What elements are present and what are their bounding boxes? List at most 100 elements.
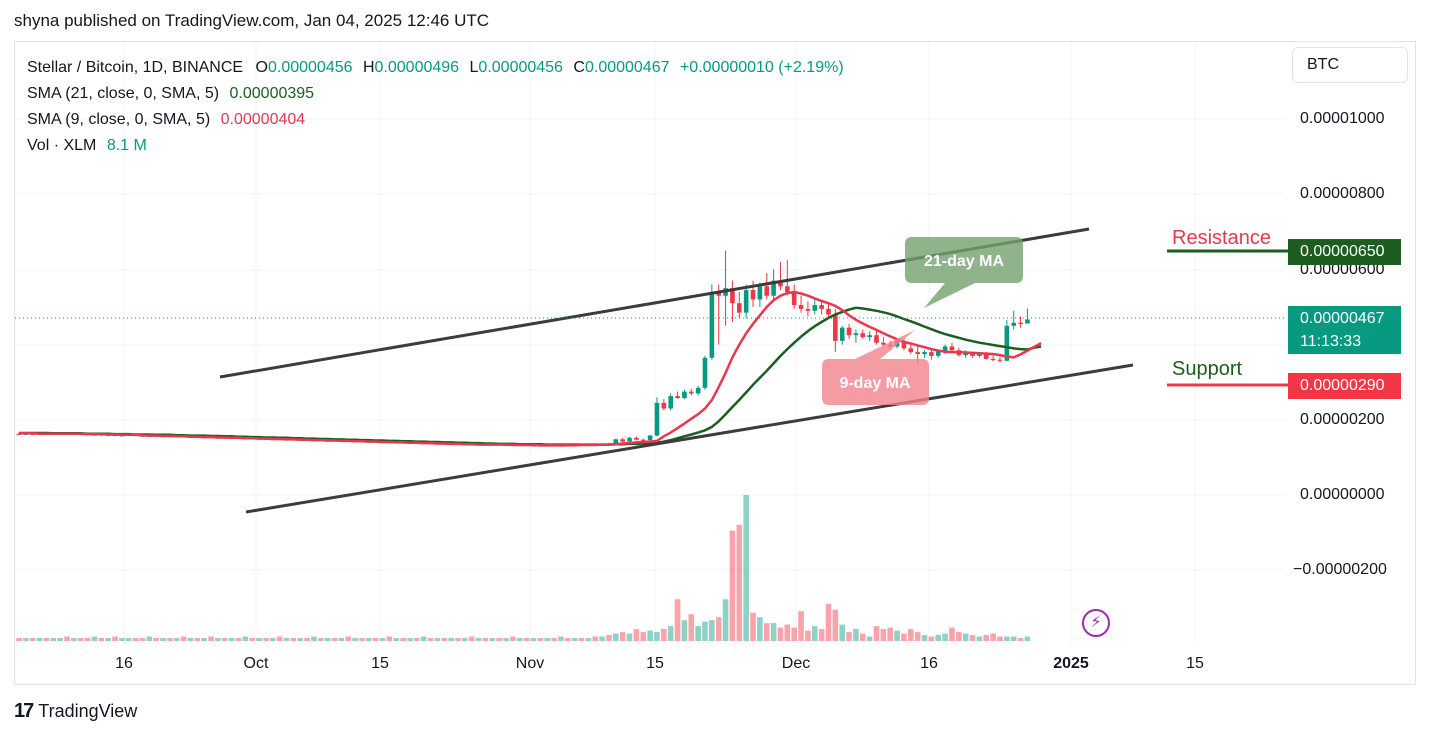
lightning-icon[interactable]: ⚡ — [1082, 609, 1110, 637]
volume-bar — [23, 638, 29, 641]
volume-bar — [935, 635, 942, 641]
legend-symbol[interactable]: Stellar / Bitcoin, 1D, BINANCE — [27, 59, 244, 76]
volume-bar — [667, 626, 674, 641]
candle-body — [668, 396, 673, 409]
volume-bar — [763, 623, 770, 641]
ma9-callout-text: 9-day MA — [839, 375, 911, 392]
volume-bar — [695, 626, 701, 641]
current-price-value: 0.00000467 — [1300, 310, 1385, 327]
grid-lines — [15, 42, 1285, 645]
candle-body — [785, 286, 790, 292]
candle-body — [1011, 322, 1016, 326]
legend-sma21-value: 0.00000395 — [229, 85, 315, 102]
candle-body — [1018, 322, 1023, 324]
volume-bar — [98, 638, 105, 641]
volume-bar — [599, 636, 605, 641]
price-tick-label: 0.00000200 — [1300, 411, 1385, 428]
candle-body — [640, 439, 646, 441]
volume-bar — [914, 632, 921, 641]
volume-bar — [654, 632, 660, 641]
volume-bar — [606, 635, 612, 641]
volume-bar — [805, 630, 811, 641]
lower-channel-line — [245, 363, 1134, 514]
volume-bar — [105, 638, 111, 641]
volume-bar — [208, 636, 214, 641]
volume-bar — [16, 638, 22, 641]
candle-body — [942, 346, 948, 352]
volume-bar — [256, 638, 262, 641]
volume-bar — [791, 627, 797, 641]
volume-bar — [132, 638, 139, 641]
candle-body — [627, 437, 632, 442]
volume-bar — [866, 636, 873, 641]
candle-body — [1004, 325, 1010, 361]
volume-bar — [119, 638, 125, 641]
resistance-price-tag: 0.00000650 — [1288, 239, 1401, 265]
volume-bar — [125, 638, 132, 641]
candle-body — [737, 303, 742, 313]
volume-bar — [537, 638, 544, 641]
candle-body — [922, 352, 927, 354]
volume-bar — [880, 629, 887, 641]
support-price-tag: 0.00000290 — [1288, 373, 1401, 399]
volume-bar — [613, 633, 619, 641]
volume-bar — [167, 638, 173, 641]
volume-bar — [510, 636, 516, 641]
legend-high-value: 0.00000496 — [374, 59, 460, 76]
volume-bar — [448, 638, 454, 641]
candle-body — [881, 342, 886, 345]
legend-close-value: 0.00000467 — [584, 59, 670, 76]
candle-body — [620, 439, 625, 442]
candle-body — [695, 387, 701, 394]
candle-body — [853, 333, 859, 336]
chart-frame[interactable] — [14, 41, 1416, 685]
resistance-label[interactable]: Resistance — [1172, 227, 1271, 249]
ma21-callout-text: 21-day MA — [924, 253, 1004, 270]
candle-body — [949, 346, 955, 351]
candle-body — [682, 391, 687, 398]
legend-sma9-value: 0.00000404 — [220, 111, 306, 128]
footer-brand: TradingView — [38, 701, 138, 721]
volume-bar — [722, 599, 729, 641]
legend-sma9-row[interactable]: SMA (9, close, 0, SMA, 5) 0.00000404 — [27, 107, 844, 133]
legend-ohlc-row: Stellar / Bitcoin, 1D, BINANCE O0.000004… — [27, 55, 844, 81]
candle-body — [654, 402, 660, 436]
tradingview-logo[interactable]: 17 TradingView — [14, 700, 137, 723]
volume-bar — [592, 636, 599, 641]
legend-sma21-row[interactable]: SMA (21, close, 0, SMA, 5) 0.00000395 — [27, 81, 844, 107]
volume-bar — [160, 638, 166, 641]
candle-body — [716, 291, 722, 296]
volume-bar — [1010, 636, 1017, 641]
volume-bar — [523, 638, 530, 641]
volume-bar — [798, 611, 804, 641]
volume-bar — [901, 633, 907, 641]
legend-volume-row[interactable]: Vol · XLM 8.1 M — [27, 133, 844, 159]
time-tick-label: Nov — [515, 655, 545, 672]
volume-bar — [661, 629, 667, 641]
candle-body — [743, 290, 749, 313]
volume-bar — [462, 638, 468, 641]
candle-body — [874, 335, 879, 343]
volume-bar — [194, 638, 201, 641]
volume-bar — [729, 530, 736, 641]
volume-bar — [235, 638, 242, 641]
support-label[interactable]: Support — [1172, 358, 1243, 380]
candle-body — [812, 305, 818, 311]
candle-body — [826, 308, 831, 315]
time-tick-label: 15 — [371, 655, 389, 672]
volume-bar — [50, 638, 57, 641]
volume-bar — [352, 638, 358, 641]
candle-body — [764, 286, 770, 296]
volume-bar — [757, 617, 763, 641]
volume-bar — [887, 627, 894, 641]
candle-body — [860, 333, 866, 338]
volume-bar — [578, 638, 585, 641]
volume-bar — [640, 632, 647, 641]
current-price-tag: 0.00000467 11:13:33 — [1288, 306, 1401, 354]
volume-bar — [976, 636, 983, 641]
volume-bar — [681, 620, 688, 641]
currency-selector[interactable]: BTC — [1292, 47, 1408, 83]
volume-bar — [1017, 638, 1024, 641]
volume-bar — [709, 620, 715, 641]
